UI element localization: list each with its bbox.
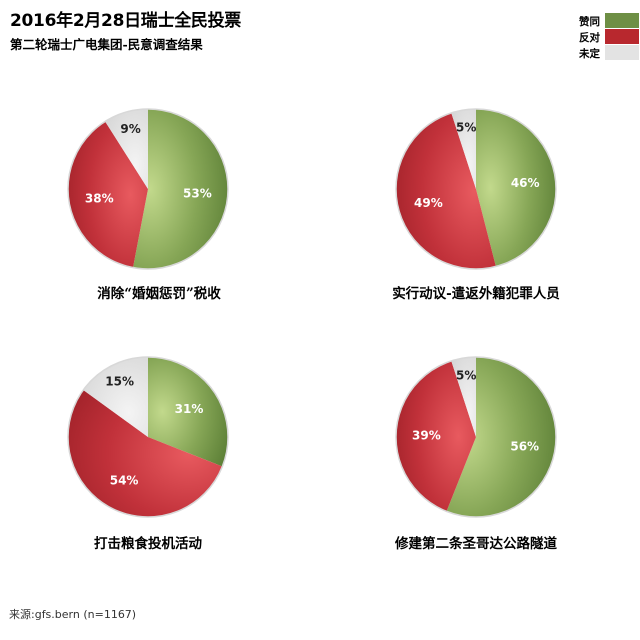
legend-swatch-no xyxy=(605,29,639,44)
slice-label-no: 54% xyxy=(110,473,139,487)
pie-chart-2: 46% 49% 5% 实行动议-遣返外籍犯罪人员 xyxy=(392,108,560,302)
slice-label-undecided: 9% xyxy=(120,122,140,136)
legend: 赞同 反对 未定 xyxy=(579,13,639,61)
pie-chart-title: 修建第二条圣哥达公路隧道 xyxy=(394,535,557,552)
pie-slice-undecided xyxy=(83,357,148,437)
pie-outline xyxy=(395,356,557,518)
pie-slice-undecided xyxy=(105,109,148,189)
pie-slice-yes xyxy=(446,356,557,517)
slice-label-no: 39% xyxy=(412,428,441,442)
pie-chart-4: 56% 39% 5% 修建第二条圣哥达公路隧道 xyxy=(394,356,557,552)
slice-label-undecided: 5% xyxy=(456,368,476,382)
legend-label-undecided: 未定 xyxy=(579,48,600,60)
pie-slice-no xyxy=(68,389,223,517)
legend-item-undecided: 未定 xyxy=(579,45,639,61)
legend-label-yes: 赞同 xyxy=(579,16,600,28)
slice-label-yes: 53% xyxy=(183,187,212,201)
pie-outline xyxy=(67,108,229,270)
pie-slice-no xyxy=(68,121,148,268)
pie-chart-title: 实行动议-遣返外籍犯罪人员 xyxy=(392,285,560,302)
slice-label-undecided: 15% xyxy=(105,374,134,388)
slice-label-no: 49% xyxy=(414,196,443,210)
pie-slice-no xyxy=(396,360,476,512)
slice-label-yes: 46% xyxy=(511,176,540,190)
pie-chart-1: 53% 38% 9% 消除“婚姻惩罚”税收 xyxy=(67,108,229,302)
chart-subtitle: 第二轮瑞士广电集团-民意调查结果 xyxy=(10,37,203,52)
slice-label-yes: 56% xyxy=(510,439,539,453)
pie-outline xyxy=(395,108,557,270)
pie-slice-no xyxy=(396,112,496,269)
slice-label-yes: 31% xyxy=(175,402,204,416)
slice-label-undecided: 5% xyxy=(456,120,476,134)
pie-chart-title: 消除“婚姻惩罚”税收 xyxy=(97,285,221,302)
pie-outline xyxy=(67,356,229,518)
pie-slice-undecided xyxy=(451,357,476,437)
legend-item-no: 反对 xyxy=(579,29,639,45)
pie-chart-3: 31% 54% 15% 打击粮食投机活动 xyxy=(67,356,229,552)
source-note: 来源:gfs.bern (n=1167) xyxy=(9,608,137,621)
pie-chart-title: 打击粮食投机活动 xyxy=(94,535,202,552)
legend-swatch-undecided xyxy=(605,45,639,60)
legend-swatch-yes xyxy=(605,13,639,28)
pie-slice-undecided xyxy=(451,109,476,189)
legend-label-no: 反对 xyxy=(579,32,600,44)
legend-item-yes: 赞同 xyxy=(579,13,639,29)
pie-slice-yes xyxy=(476,109,557,267)
pie-slice-yes xyxy=(133,109,228,269)
chart-main-title: 2016年2月28日瑞士全民投票 xyxy=(10,11,242,31)
slice-label-no: 38% xyxy=(85,191,114,205)
